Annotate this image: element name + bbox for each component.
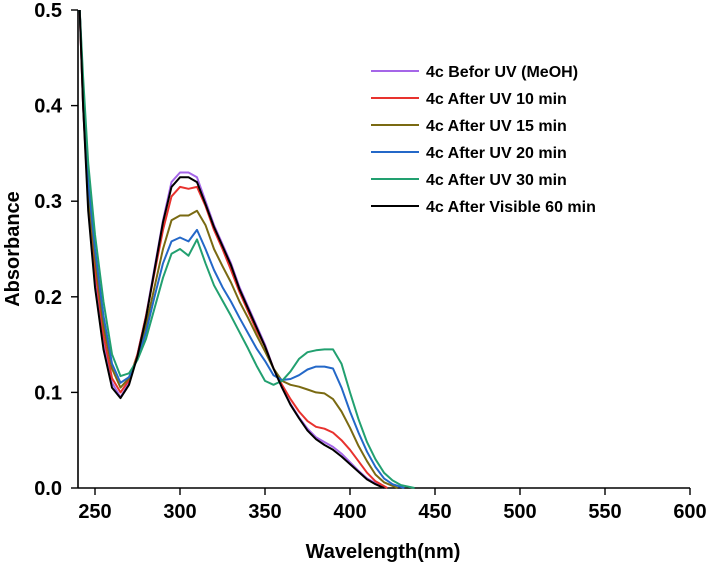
x-tick-label: 500 [503, 501, 536, 523]
legend-label: 4c After UV 10 min [426, 91, 567, 108]
legend: 4c Befor UV (MeOH) 4c After UV 10 min 4c A… [371, 64, 596, 216]
series-line-3 [78, 9, 398, 489]
x-ticks: 250 300 350 400 450 500 550 600 [78, 488, 707, 523]
y-tick-label: 0.2 [34, 287, 62, 309]
y-tick-label: 0.1 [34, 382, 62, 404]
plot-area: 250 300 350 400 450 500 550 600 0.0 0.1 0.2 0.3 0.4… [34, 0, 707, 523]
x-tick-label: 600 [673, 501, 706, 523]
series-line-5 [78, 9, 415, 489]
y-ticks: 0.0 0.1 0.2 0.3 0.4 0.5 [34, 0, 78, 500]
y-tick-label: 0.4 [34, 96, 63, 118]
series-line-6 [78, 9, 385, 489]
x-axis-title: Wavelength(nm) [306, 541, 461, 563]
y-axis-title: Absorbance [2, 191, 24, 307]
legend-label: 4c After UV 20 min [426, 145, 567, 162]
x-tick-label: 350 [248, 501, 281, 523]
x-tick-label: 300 [163, 501, 196, 523]
y-tick-label: 0.0 [34, 478, 62, 500]
legend-label: 4c Befor UV (MeOH) [426, 64, 578, 81]
x-tick-label: 250 [78, 501, 111, 523]
series-line-2 [78, 9, 388, 489]
legend-label: 4c After UV 30 min [426, 172, 567, 189]
x-tick-label: 400 [333, 501, 366, 523]
legend-label: 4c After UV 15 min [426, 118, 567, 135]
y-tick-label: 0.5 [34, 0, 62, 22]
y-tick-label: 0.3 [34, 191, 62, 213]
x-tick-label: 450 [418, 501, 451, 523]
series-line-4 [78, 9, 405, 489]
legend-label: 4c After Visible 60 min [426, 199, 596, 216]
x-tick-label: 550 [588, 501, 621, 523]
series-line-1 [78, 9, 385, 489]
series-layer [78, 9, 415, 489]
